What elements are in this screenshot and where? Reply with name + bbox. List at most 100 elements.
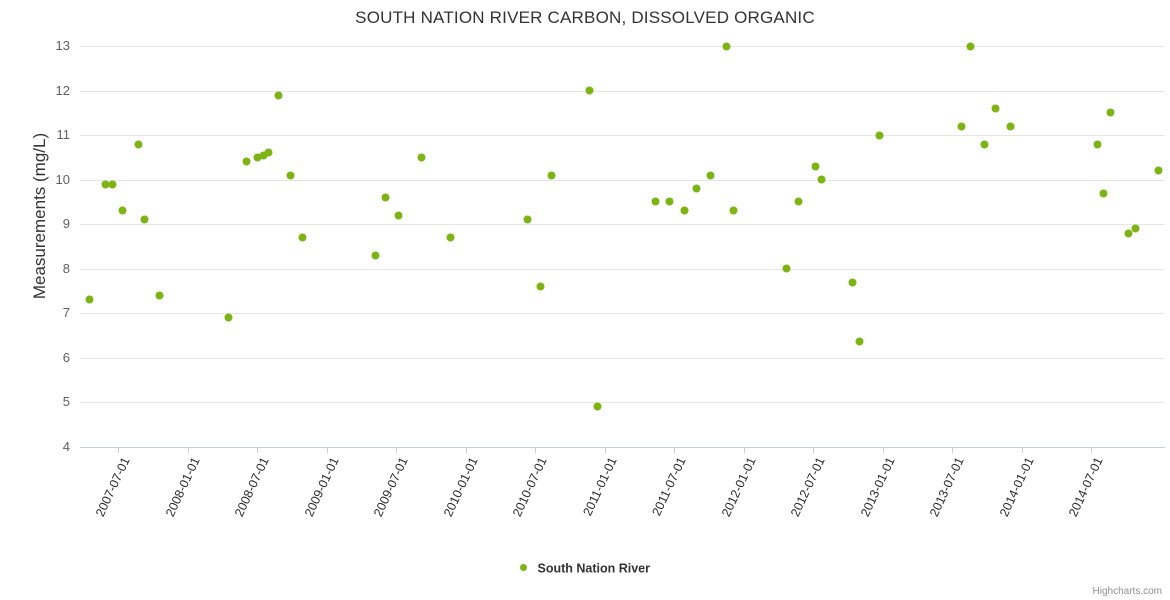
- data-point[interactable]: [980, 140, 988, 148]
- gridline: [80, 313, 1165, 315]
- y-axis-tick-labels: 4 5 6 7 8 9 10 11 12 13: [0, 0, 70, 600]
- data-point[interactable]: [298, 234, 306, 242]
- x-axis-tick-mark: [605, 447, 606, 453]
- x-axis-tick-label: 2010-07-01: [509, 455, 550, 519]
- x-axis-tick-label: 2013-01-01: [857, 455, 898, 519]
- data-point[interactable]: [1124, 229, 1132, 237]
- x-axis-tick-mark: [466, 447, 467, 453]
- data-point[interactable]: [692, 185, 700, 193]
- x-axis-tick-mark: [327, 447, 328, 453]
- data-point[interactable]: [585, 87, 593, 95]
- x-axis-tick-label: 2014-07-01: [1065, 455, 1106, 519]
- data-point[interactable]: [394, 211, 402, 219]
- data-point[interactable]: [242, 158, 250, 166]
- data-point[interactable]: [848, 278, 856, 286]
- x-axis-tick-label: 2012-07-01: [787, 455, 828, 519]
- data-point[interactable]: [1006, 122, 1014, 130]
- data-point[interactable]: [1093, 140, 1101, 148]
- data-point[interactable]: [259, 151, 267, 159]
- y-axis-tick-label: 11: [56, 127, 71, 143]
- x-axis-tick-mark: [257, 447, 258, 453]
- data-point[interactable]: [957, 122, 965, 130]
- x-axis-tick-label: 2010-01-01: [440, 455, 481, 519]
- data-point[interactable]: [446, 234, 454, 242]
- data-point[interactable]: [108, 180, 116, 188]
- x-axis-tick-mark: [118, 447, 119, 453]
- x-axis-tick-label: 2011-07-01: [649, 455, 689, 519]
- y-axis-tick-label: 13: [55, 38, 70, 53]
- data-point[interactable]: [155, 292, 163, 299]
- x-axis-tick-mark: [188, 447, 189, 453]
- data-point[interactable]: [651, 198, 659, 206]
- data-point[interactable]: [722, 42, 730, 50]
- x-axis-tick-mark: [1022, 447, 1023, 453]
- data-point[interactable]: [274, 91, 282, 99]
- data-point[interactable]: [85, 296, 93, 304]
- legend-item-south-nation-river[interactable]: South Nation River: [520, 561, 650, 576]
- y-axis-tick-label: 12: [55, 82, 70, 98]
- data-point[interactable]: [811, 162, 819, 170]
- gridline: [80, 179, 1165, 181]
- data-point[interactable]: [665, 198, 673, 206]
- data-point[interactable]: [381, 193, 389, 201]
- data-point[interactable]: [523, 216, 531, 224]
- data-point[interactable]: [253, 153, 261, 161]
- x-axis-tick-label: 2013-07-01: [926, 455, 967, 519]
- data-point[interactable]: [140, 216, 148, 224]
- data-point[interactable]: [966, 42, 974, 50]
- data-point[interactable]: [286, 171, 294, 179]
- x-axis-tick-mark: [674, 447, 675, 453]
- gridline: [80, 90, 1165, 92]
- data-point[interactable]: [118, 207, 126, 215]
- data-point[interactable]: [224, 314, 232, 322]
- data-point[interactable]: [536, 283, 544, 291]
- data-point[interactable]: [729, 207, 737, 215]
- x-axis-tick-mark: [1091, 447, 1092, 453]
- legend-item-label: South Nation River: [537, 561, 650, 576]
- data-point[interactable]: [417, 153, 425, 161]
- x-axis-tick-mark: [396, 447, 397, 453]
- x-axis-tick-mark: [744, 447, 745, 453]
- data-point[interactable]: [264, 149, 272, 157]
- x-axis-tick-label: 2009-07-01: [370, 455, 411, 519]
- x-axis-tick-mark: [883, 447, 884, 453]
- data-point[interactable]: [817, 176, 825, 184]
- gridline: [80, 402, 1165, 404]
- x-axis-tick-mark: [813, 447, 814, 453]
- data-point[interactable]: [371, 251, 379, 259]
- data-point[interactable]: [134, 140, 142, 148]
- data-point[interactable]: [1106, 109, 1114, 117]
- gridline: [80, 135, 1165, 137]
- y-axis-tick-label: 4: [62, 439, 70, 454]
- data-point[interactable]: [706, 171, 714, 179]
- x-axis-tick-mark: [535, 447, 536, 453]
- data-point[interactable]: [794, 198, 802, 206]
- data-point[interactable]: [1154, 167, 1162, 175]
- x-axis-tick-mark: [952, 447, 953, 453]
- data-point[interactable]: [991, 104, 999, 112]
- gridline: [80, 357, 1165, 359]
- x-axis-tick-label: 2014-01-01: [996, 455, 1037, 519]
- x-axis-tick-label: 2009-01-01: [301, 455, 342, 519]
- y-axis-tick-label: 5: [62, 394, 70, 410]
- data-point[interactable]: [547, 171, 555, 179]
- chart-title: SOUTH NATION RIVER CARBON, DISSOLVED ORG…: [355, 8, 815, 27]
- data-point[interactable]: [855, 337, 863, 345]
- data-point[interactable]: [101, 180, 109, 188]
- x-axis-tick-label: 2008-01-01: [162, 455, 203, 519]
- chart-legend: South Nation River: [0, 561, 1170, 576]
- data-point[interactable]: [1099, 189, 1107, 197]
- y-axis-tick-label: 7: [62, 305, 70, 321]
- plot-area: [80, 42, 1165, 448]
- credits-link[interactable]: Highcharts.com: [1092, 586, 1162, 597]
- data-point[interactable]: [1131, 225, 1139, 233]
- gridline: [80, 224, 1165, 226]
- data-point[interactable]: [782, 265, 790, 273]
- x-axis-tick-label: 2008-07-01: [231, 455, 272, 519]
- data-point[interactable]: [680, 207, 688, 215]
- y-axis-tick-label: 8: [62, 260, 70, 276]
- legend-marker-icon: [520, 564, 527, 572]
- data-point[interactable]: [593, 403, 601, 411]
- x-axis-line: [80, 447, 1165, 448]
- data-point[interactable]: [875, 131, 883, 139]
